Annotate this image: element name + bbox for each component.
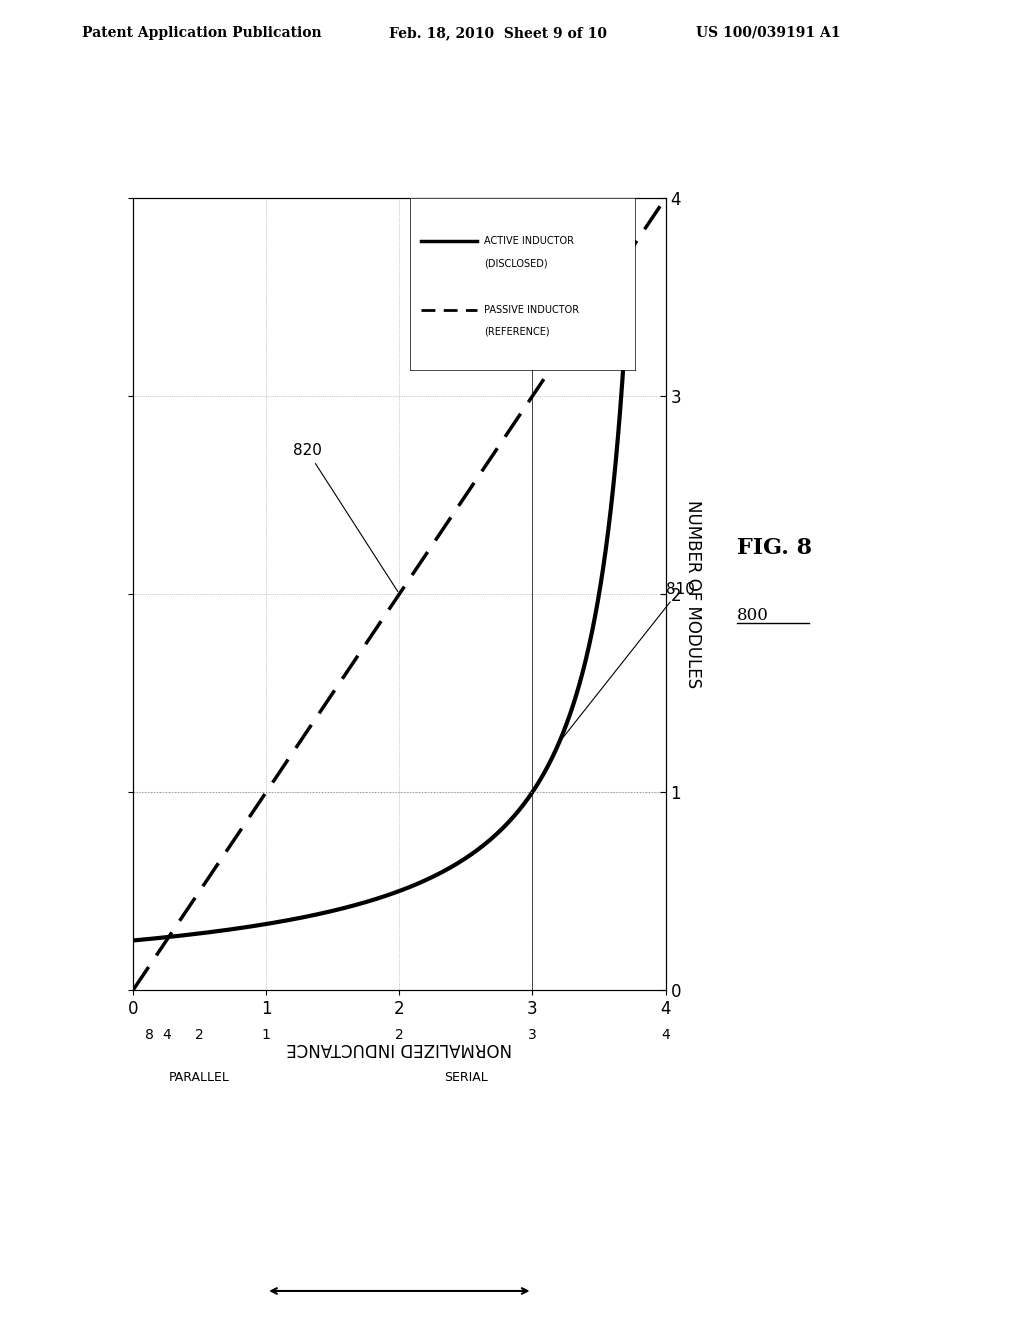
- Text: Patent Application Publication: Patent Application Publication: [82, 26, 322, 40]
- Text: Feb. 18, 2010  Sheet 9 of 10: Feb. 18, 2010 Sheet 9 of 10: [389, 26, 607, 40]
- Text: 2: 2: [395, 1027, 403, 1041]
- Text: 800: 800: [737, 607, 769, 624]
- Text: SERIAL: SERIAL: [444, 1071, 487, 1084]
- Text: 8: 8: [145, 1027, 155, 1041]
- Text: 4: 4: [662, 1027, 670, 1041]
- Text: 810: 810: [561, 582, 694, 741]
- Text: FIG. 8: FIG. 8: [737, 537, 812, 560]
- Text: PASSIVE INDUCTOR: PASSIVE INDUCTOR: [484, 305, 579, 314]
- Text: 1: 1: [262, 1027, 270, 1041]
- Text: US 100/039191 A1: US 100/039191 A1: [696, 26, 841, 40]
- Text: 2: 2: [196, 1027, 204, 1041]
- Text: 4: 4: [162, 1027, 171, 1041]
- Y-axis label: NUMBER OF MODULES: NUMBER OF MODULES: [684, 500, 701, 688]
- Text: ACTIVE INDUCTOR: ACTIVE INDUCTOR: [484, 236, 573, 246]
- Text: 3: 3: [528, 1027, 537, 1041]
- Text: 820: 820: [293, 444, 398, 591]
- X-axis label: NORMALIZED INDUCTANCE: NORMALIZED INDUCTANCE: [287, 1039, 512, 1056]
- Text: (DISCLOSED): (DISCLOSED): [484, 259, 548, 268]
- Text: PARALLEL: PARALLEL: [169, 1071, 230, 1084]
- Text: (REFERENCE): (REFERENCE): [484, 327, 550, 337]
